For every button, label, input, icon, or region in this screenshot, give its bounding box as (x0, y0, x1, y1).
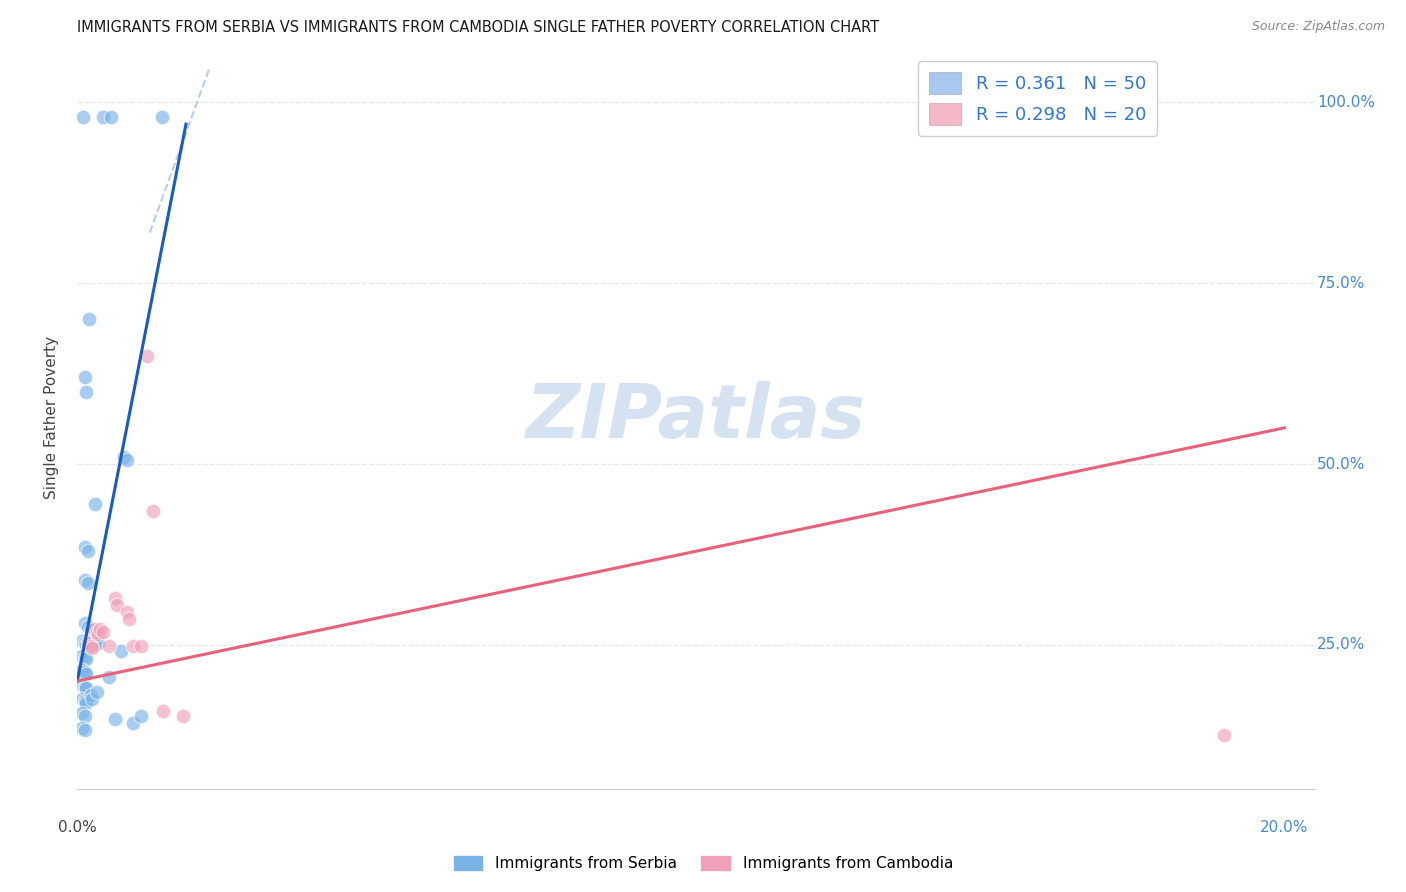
Point (115, 605, 138, 619)
Point (1213, 728, 1236, 742)
Point (73, 665, 96, 680)
Point (82, 641, 104, 656)
Text: 100.0%: 100.0% (1317, 95, 1375, 110)
Text: IMMIGRANTS FROM SERBIA VS IMMIGRANTS FROM CAMBODIA SINGLE FATHER POVERTY CORRELA: IMMIGRANTS FROM SERBIA VS IMMIGRANTS FRO… (77, 20, 880, 35)
Point (83, 638, 105, 652)
Point (105, 598, 128, 612)
Point (79, 639, 101, 653)
Point (121, 639, 143, 653)
Point (70, 706, 93, 721)
Point (72, 110, 94, 124)
Point (129, 639, 152, 653)
Point (75, 681, 97, 696)
Point (104, 591, 127, 605)
Point (73, 680, 96, 694)
Point (79, 634, 101, 648)
Point (70, 648, 93, 663)
Point (70, 721, 93, 735)
Legend: R = 0.361   N = 50, R = 0.298   N = 20: R = 0.361 N = 50, R = 0.298 N = 20 (918, 61, 1157, 136)
Point (87, 627, 110, 641)
Text: 75.0%: 75.0% (1317, 276, 1365, 291)
Point (70, 692, 93, 706)
Point (84, 497, 107, 511)
Point (142, 504, 165, 518)
Point (82, 636, 104, 650)
Point (86, 685, 108, 699)
Point (75, 666, 97, 681)
Point (97, 670, 120, 684)
Point (112, 450, 135, 464)
Point (73, 370, 96, 384)
Text: 0.0%: 0.0% (58, 820, 97, 835)
Point (77, 639, 100, 653)
Point (87, 636, 110, 650)
Point (73, 650, 96, 665)
Point (86, 624, 108, 639)
Point (79, 689, 101, 703)
Point (77, 620, 100, 634)
Point (77, 543, 100, 558)
Point (70, 663, 93, 677)
Point (117, 612, 139, 626)
Point (152, 704, 174, 718)
Text: ZIPatlas: ZIPatlas (526, 381, 866, 453)
Point (70, 677, 93, 691)
Point (73, 723, 96, 738)
Point (121, 715, 143, 730)
Point (73, 573, 96, 587)
Point (86, 634, 108, 648)
Point (91, 110, 114, 124)
Point (75, 652, 97, 666)
Text: 50.0%: 50.0% (1317, 457, 1365, 472)
Point (150, 110, 173, 124)
Point (97, 639, 120, 653)
Point (104, 712, 127, 726)
Point (89, 622, 111, 636)
Point (77, 576, 100, 591)
Point (73, 694, 96, 708)
Point (79, 624, 101, 638)
Point (73, 636, 96, 650)
Point (77, 636, 100, 650)
Point (79, 312, 101, 326)
Point (172, 708, 194, 723)
Point (82, 692, 104, 706)
Text: 20.0%: 20.0% (1260, 820, 1309, 835)
Point (100, 110, 122, 124)
Point (83, 622, 105, 636)
Point (91, 624, 114, 639)
Y-axis label: Single Father Poverty: Single Father Poverty (44, 335, 59, 499)
Point (110, 643, 132, 657)
Point (129, 708, 152, 723)
Text: 25.0%: 25.0% (1317, 637, 1365, 652)
Point (75, 384, 97, 399)
Point (115, 453, 138, 467)
Point (73, 708, 96, 723)
Point (75, 696, 97, 710)
Point (75, 638, 97, 652)
Legend: Immigrants from Serbia, Immigrants from Cambodia: Immigrants from Serbia, Immigrants from … (447, 849, 959, 877)
Point (73, 616, 96, 631)
Text: Source: ZipAtlas.com: Source: ZipAtlas.com (1251, 20, 1385, 33)
Point (135, 349, 157, 363)
Point (70, 634, 93, 648)
Point (73, 540, 96, 554)
